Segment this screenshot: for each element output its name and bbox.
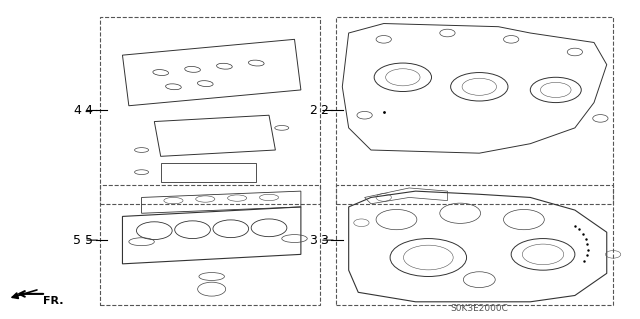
Text: 4: 4 bbox=[73, 104, 81, 117]
Bar bbox=[100, 185, 320, 305]
Text: 2: 2 bbox=[309, 104, 317, 117]
Text: S0K3E2000C: S0K3E2000C bbox=[451, 304, 508, 313]
Text: 5: 5 bbox=[84, 234, 93, 247]
Text: 4: 4 bbox=[84, 104, 93, 117]
Text: 5: 5 bbox=[73, 234, 81, 247]
Bar bbox=[336, 17, 613, 204]
Text: 3: 3 bbox=[321, 234, 328, 247]
Text: 3: 3 bbox=[309, 234, 317, 247]
Bar bbox=[336, 185, 613, 305]
Text: FR.: FR. bbox=[43, 296, 63, 306]
Text: 2: 2 bbox=[321, 104, 328, 117]
Bar bbox=[100, 17, 320, 204]
